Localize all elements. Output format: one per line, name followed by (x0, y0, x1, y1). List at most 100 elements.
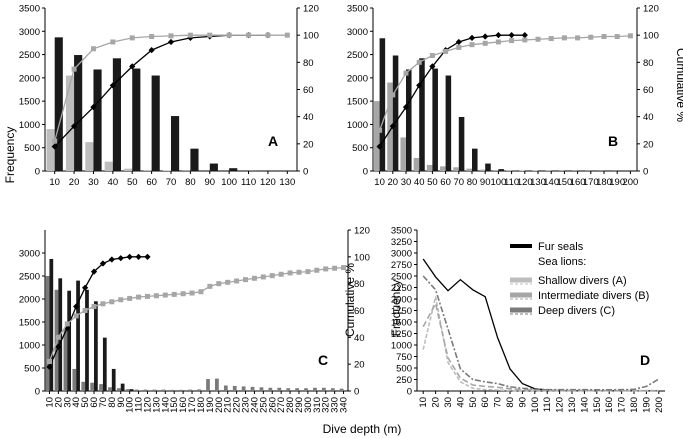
chart-panel-a: 0 500 1000 1500 2000 2500 3000 3500 0 20 40 60 80 100… (19, 4, 319, 189)
x-tick-label: 200 (622, 177, 638, 188)
cumulative-point-sea-lion (136, 294, 142, 300)
x-tick-label: 100 (530, 397, 541, 413)
y-axis-label-frequency-d: Frequency (389, 280, 403, 337)
y-right-tick-label: 40 (354, 333, 365, 344)
x-tick-label: 320 (321, 397, 332, 413)
cumulative-point-fur (109, 82, 116, 89)
cumulative-point-sea-lion (109, 299, 115, 305)
cumulative-point-sea-lion (260, 274, 266, 280)
cumulative-point-sea-lion (144, 293, 150, 299)
bar-fur-seal (485, 163, 491, 171)
x-tick-label: 160 (570, 177, 586, 188)
bar-sea-lion (72, 368, 77, 391)
bar-fur-seal (102, 337, 107, 391)
cumulative-point-sea-lion (153, 293, 159, 299)
chart-panel-c: 0500100015002000250030000204060801001201… (19, 226, 370, 413)
y-axis-label-frequency: Frequency (3, 127, 17, 184)
bar-sea-lion (286, 388, 291, 391)
cumulative-point-sea-lion (548, 36, 554, 42)
cumulative-point-fur (108, 256, 115, 263)
bar-sea-lion (440, 166, 446, 171)
y-tick-label: 3000 (19, 249, 40, 260)
cumulative-point-sea-lion (118, 297, 124, 303)
legend-label-fur-seals: Fur seals (538, 241, 584, 253)
bar-fur-seal (432, 68, 438, 171)
y-right-tick-label: 80 (354, 279, 365, 290)
y-right-tick-label: 20 (354, 360, 365, 371)
y-tick-label: 500 (24, 143, 40, 154)
bar-fur-seal (379, 38, 386, 172)
x-tick-label: 180 (196, 397, 207, 413)
x-tick-label: 100 (221, 177, 237, 188)
bar-sea-lion (479, 169, 486, 171)
y-right-tick-label: 0 (643, 167, 648, 178)
series-line-shallow (422, 296, 659, 392)
y-tick-label: 2750 (391, 260, 412, 271)
y-tick-label: 0 (35, 387, 40, 398)
bar-sea-lion (426, 164, 433, 171)
cumulative-point-sea-lion (482, 40, 488, 46)
x-tick-label: 120 (142, 397, 153, 413)
y-tick-label: 1500 (19, 97, 40, 108)
cumulative-point-fur (55, 343, 62, 350)
cumulative-point-sea-lion (469, 42, 475, 48)
cumulative-point-sea-lion (225, 279, 231, 285)
cumulative-point-sea-lion (287, 270, 293, 276)
cumulative-point-sea-lion (129, 35, 135, 41)
cumulative-point-fur (117, 255, 124, 262)
x-tick-label: 40 (108, 177, 119, 188)
legend-label-intermediate: Intermediate divers (B) (538, 290, 649, 302)
y-tick-label: 0 (35, 167, 40, 178)
bar-sea-lion (104, 161, 113, 171)
y-tick-label: 1750 (391, 306, 412, 317)
y-right-tick-label: 80 (643, 58, 654, 69)
y-tick-label: 1250 (391, 329, 412, 340)
bar-sea-lion (81, 381, 86, 391)
x-tick-label: 170 (617, 397, 628, 413)
bar-sea-lion (134, 389, 139, 391)
bar-fur-seal (209, 163, 218, 171)
y-right-tick-label: 120 (643, 4, 659, 15)
x-tick-label: 340 (339, 397, 350, 413)
cumulative-point-sea-lion (456, 44, 462, 50)
cumulative-point-fur (495, 32, 502, 39)
y-tick-label: 1500 (19, 318, 40, 329)
cumulative-point-fur (468, 34, 476, 41)
cumulative-point-sea-lion (243, 277, 249, 283)
y-right-tick-label: 120 (354, 226, 370, 237)
x-tick-label: 210 (223, 397, 234, 413)
x-tick-label: 90 (116, 397, 127, 408)
bar-sea-lion (124, 168, 133, 171)
bar-fur-seal (120, 383, 125, 391)
x-tick-label: 120 (260, 177, 276, 188)
bar-fur-seal (49, 258, 54, 391)
chart-panel-b: 0 500 1000 1500 2000 2500 3000 3500 0 20 40 60 80 100… (347, 4, 659, 189)
bar-sea-lion (374, 101, 380, 171)
bar-sea-lion (188, 389, 193, 391)
cumulative-point-sea-lion (149, 34, 155, 40)
y-right-tick-label: 20 (643, 139, 654, 150)
cumulative-point-sea-lion (100, 301, 106, 307)
x-tick-label: 20 (431, 397, 442, 408)
x-tick-label: 270 (276, 397, 287, 413)
y-right-tick-label: 120 (303, 4, 319, 15)
x-tick-label: 150 (556, 177, 572, 188)
bar-sea-lion (295, 388, 299, 391)
cumulative-point-fur (482, 33, 489, 40)
cumulative-point-sea-lion (71, 66, 77, 72)
x-tick-label: 200 (214, 397, 225, 413)
y-tick-label: 2250 (391, 283, 412, 294)
cumulative-line-fur (54, 34, 268, 147)
x-tick-label: 130 (151, 397, 162, 413)
cumulative-point-sea-lion (82, 308, 88, 313)
bar-sea-lion (387, 82, 393, 171)
cumulative-point-sea-lion (284, 32, 290, 38)
bar-fur-seal (151, 75, 160, 171)
x-tick-label: 220 (232, 397, 243, 413)
x-tick-label: 30 (62, 397, 73, 408)
bar-fur-seal (54, 37, 63, 172)
cumulative-point-sea-lion (162, 292, 168, 298)
x-tick-label: 100 (125, 397, 136, 413)
x-tick-label: 110 (241, 177, 256, 188)
x-tick-label: 20 (53, 397, 64, 408)
